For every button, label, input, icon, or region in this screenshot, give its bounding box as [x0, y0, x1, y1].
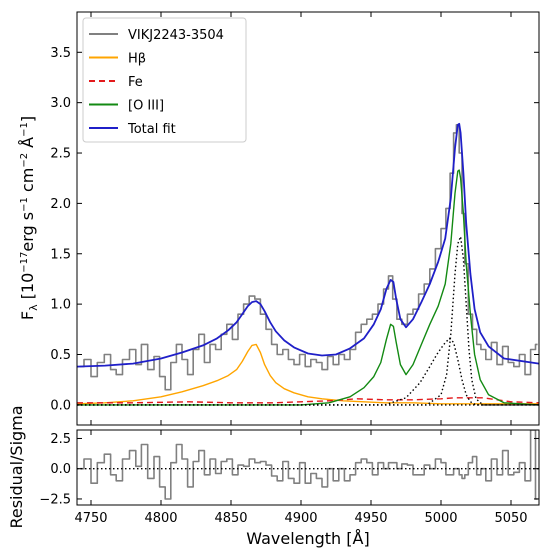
residual-xtick-label: 5000: [424, 511, 457, 526]
x-axis-title: Wavelength [Å]: [246, 529, 369, 548]
spectrum-panel: 0.0 0.5 1.0 1.5 2.0 2.5 3.0 3.5 VIKJ2243-3504 Hβ…: [18, 11, 540, 426]
spectrum-series-fe: [77, 397, 539, 404]
residual-xtick-label: 4900: [284, 511, 317, 526]
residual-series-component-0: [79, 430, 538, 500]
legend: VIKJ2243-3504 Hβ Fe [O III] Total fit: [82, 17, 247, 143]
spectrum-ytick-label: 1.0: [50, 298, 71, 313]
spectrum-ytick-label: 0.5: [50, 348, 71, 363]
residual-xtick-label: 4750: [74, 511, 107, 526]
legend-label: Fe: [128, 75, 143, 90]
legend-label: [O III]: [128, 99, 164, 114]
spectrum-series-component-4: [77, 337, 539, 406]
spectrum-ytick-label: 2.5: [50, 147, 71, 162]
spectrum-ytick-label: 1.5: [50, 247, 71, 262]
residual-ytick-label: −2.5: [39, 492, 71, 507]
residual-axis-title: Residual/Sigma: [7, 405, 26, 528]
spectrum-series-h: [77, 343, 539, 405]
spectrum-ytick-label: 3.0: [50, 96, 71, 111]
residual-xtick-label: 5050: [494, 511, 527, 526]
legend-label: VIKJ2243-3504: [128, 28, 224, 43]
spectrum-series-total-fit: [77, 122, 539, 368]
residual-xtick-label: 4800: [144, 511, 177, 526]
residual-panel: 4750 4800 4850 4900 4950 5000 5050 −2.50.02.5 …: [7, 405, 540, 548]
spectrum-panel-frame: [76, 11, 540, 426]
residual-ytick-label: 2.5: [50, 432, 71, 447]
legend-label: Hβ: [128, 52, 146, 67]
spectrum-ytick-label: 2.0: [50, 197, 71, 212]
residual-ytick-label: 0.0: [50, 462, 71, 477]
spectrum-ytick-label: 0.0: [50, 398, 71, 413]
y-axis-title: Fλ [10−17erg s−1 cm−2 Å−1]: [18, 116, 40, 320]
residual-panel-frame: [76, 429, 540, 506]
residual-xtick-label: 4950: [354, 511, 387, 526]
residual-xtick-label: 4850: [214, 511, 247, 526]
legend-label: Total fit: [127, 122, 176, 137]
spectrum-series-o-iii: [77, 169, 539, 406]
spectrum-ytick-label: 3.5: [50, 46, 71, 61]
legend-box: [82, 17, 247, 143]
